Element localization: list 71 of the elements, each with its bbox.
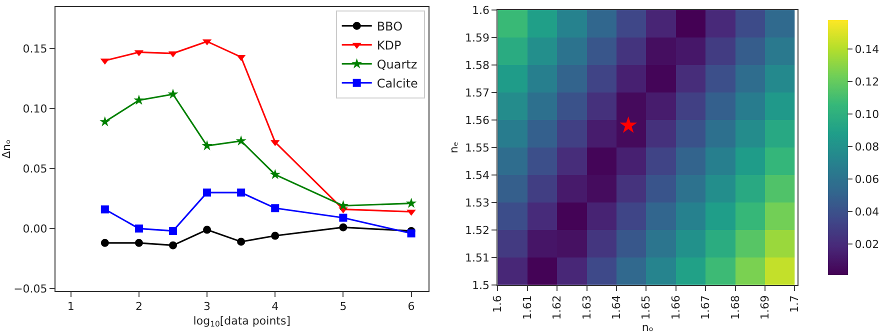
y-tick-label: 1.55 [464, 141, 490, 154]
point [100, 116, 110, 126]
y-tick-label: 0.00 [22, 222, 48, 236]
y-tick-label: 1.51 [464, 251, 490, 264]
point [169, 226, 177, 235]
y-tick-label: 1.56 [464, 114, 490, 127]
y-tick-label: 1.58 [464, 58, 490, 72]
color-bar-label: 0.12 [854, 75, 880, 88]
y-tick-label: 1.52 [464, 224, 490, 237]
x-axis-title: log$_{10}$[data points] [193, 314, 290, 329]
y-tick-label: 1.53 [464, 196, 490, 210]
point [271, 204, 280, 212]
point [339, 223, 348, 232]
y-tick-label: 0.15 [22, 42, 48, 56]
x-tick-label: 1 [67, 300, 74, 314]
y-tick-label: 1.57 [464, 86, 490, 100]
legend-label: Calcite [376, 76, 418, 91]
point [134, 224, 143, 233]
point [237, 238, 246, 246]
color-bar-label: 0.10 [854, 108, 880, 121]
point [202, 140, 212, 150]
color-bar-label: 0.04 [854, 205, 880, 218]
point [203, 188, 212, 197]
point [168, 88, 178, 99]
x-tick-label: 1.64 [610, 295, 624, 320]
y-axis-title: Δnₒ [0, 139, 13, 158]
x-tick-label: 4 [272, 300, 279, 314]
x-tick-label: 1.62 [550, 295, 564, 320]
point [100, 205, 109, 214]
x-tick-label: 3 [204, 300, 211, 314]
color-bar-label: 0.14 [854, 42, 880, 56]
point [406, 198, 417, 208]
color-bar-label: 0.06 [854, 172, 880, 186]
y-tick-label: 0.05 [22, 162, 48, 176]
y-axis-title: nₑ [448, 142, 461, 154]
point [237, 188, 246, 197]
y-tick-label: 1.59 [464, 31, 490, 44]
legend-label: KDP [376, 38, 402, 53]
x-tick-label: 1.65 [640, 295, 653, 320]
x-tick-label: 1.63 [580, 295, 594, 320]
x-tick-label: 5 [340, 300, 347, 314]
legend-label: Quartz [376, 58, 418, 72]
x-tick-label: 1.6 [491, 295, 504, 313]
y-tick-label: 0.10 [22, 102, 48, 116]
point [134, 238, 143, 247]
point [100, 238, 109, 247]
y-tick-label: 1.54 [464, 168, 490, 182]
x-tick-label: 1.68 [728, 295, 742, 320]
x-tick-label: 1.66 [669, 295, 682, 320]
point [339, 214, 348, 222]
color-bar-label: 0.08 [854, 140, 880, 154]
point [134, 94, 144, 105]
legend-label: BBO [376, 20, 403, 34]
point [338, 200, 349, 210]
point [270, 168, 280, 180]
point [169, 241, 177, 250]
y-tick-label: 1.6 [472, 4, 490, 17]
y-tick-label: −0.05 [14, 282, 48, 296]
x-tick-label: 1.61 [520, 295, 534, 320]
x-tick-label: 1.69 [758, 295, 772, 320]
x-tick-label: 1.7 [788, 295, 802, 313]
point [203, 226, 212, 234]
x-tick-label: 6 [408, 300, 415, 314]
point [271, 232, 280, 240]
point [407, 229, 416, 238]
point [236, 135, 246, 146]
x-axis-title: nₒ [642, 321, 654, 334]
x-tick-label: 2 [135, 300, 142, 314]
color-bar-label: 0.02 [854, 238, 880, 251]
x-tick-label: 1.67 [699, 295, 712, 320]
y-tick-label: 1.5 [472, 278, 490, 292]
